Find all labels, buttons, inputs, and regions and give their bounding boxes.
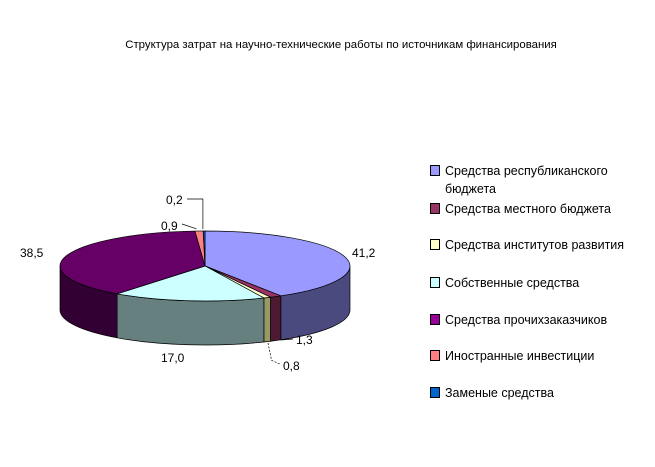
svg-text:0,8: 0,8 [283, 359, 300, 373]
svg-text:17,0: 17,0 [161, 351, 185, 365]
svg-text:0,9: 0,9 [161, 219, 178, 233]
svg-text:38,5: 38,5 [20, 246, 44, 260]
svg-text:0,2: 0,2 [166, 193, 183, 207]
svg-text:41,2: 41,2 [352, 246, 376, 260]
svg-text:1,3: 1,3 [296, 333, 313, 347]
